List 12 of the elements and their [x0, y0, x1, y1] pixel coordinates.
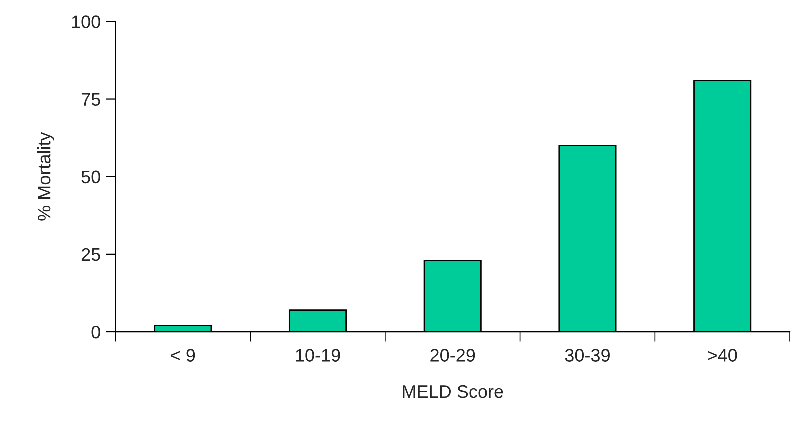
y-tick-label: 50: [82, 170, 100, 184]
x-tick-label: < 9: [171, 349, 196, 362]
y-axis-title: % Mortality: [38, 132, 54, 221]
y-tick-label: 100: [72, 16, 100, 28]
x-tick-label: 10-19: [296, 349, 340, 362]
y-tick-label: 75: [82, 93, 100, 106]
x-tick-label: 20-29: [430, 349, 476, 362]
y-tick-label: 0: [92, 326, 100, 339]
y-tick-label: 25: [82, 248, 100, 262]
x-tick-label: >40: [708, 349, 738, 362]
x-tick-label: 30-39: [565, 349, 610, 362]
x-axis-title: MELD Score: [403, 385, 504, 398]
